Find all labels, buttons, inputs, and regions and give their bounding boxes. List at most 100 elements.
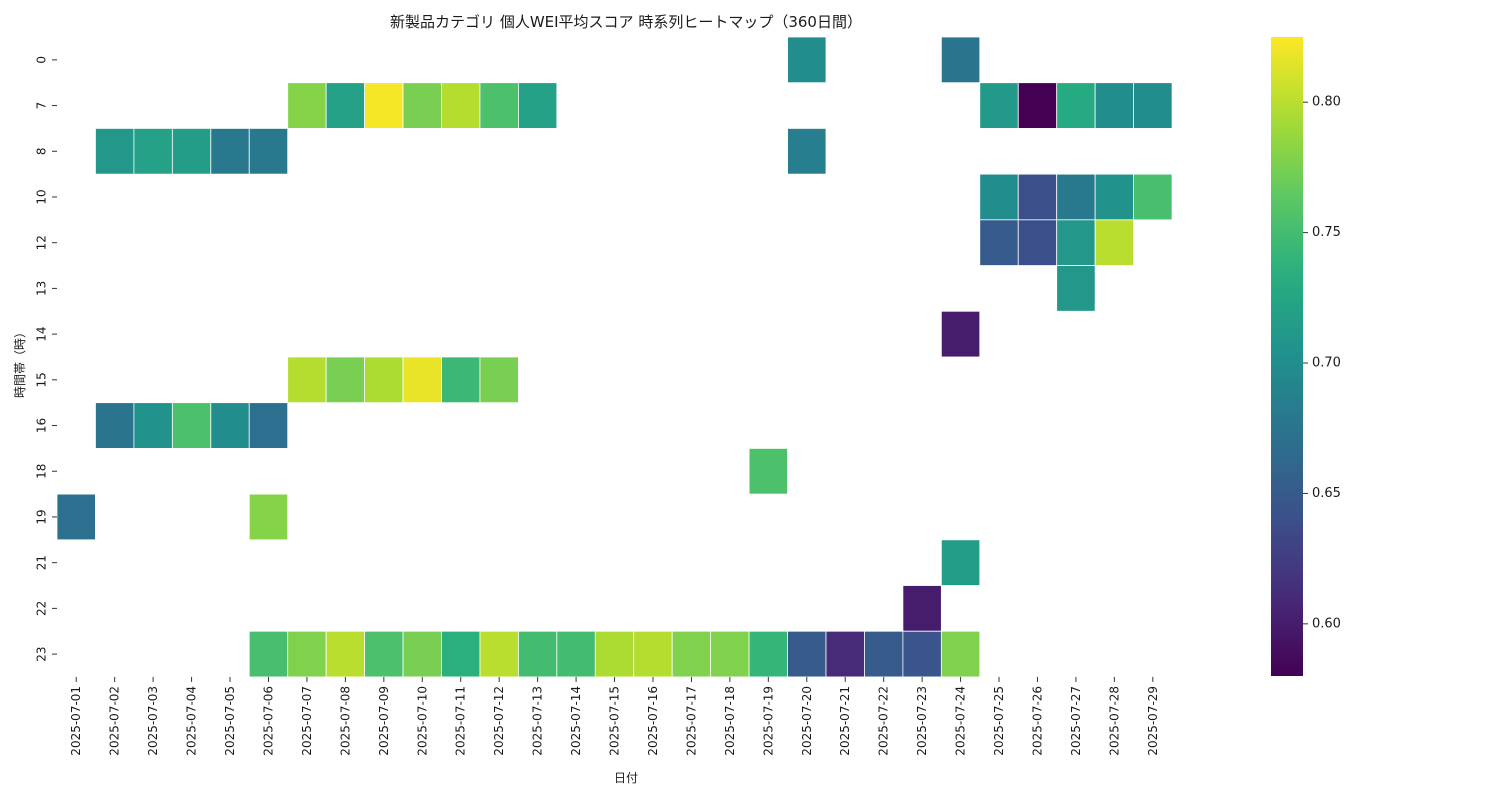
heatmap-cell <box>479 630 519 678</box>
x-axis: 2025-07-01 2025-07-02 2025-07-03 2025-07-04… <box>69 676 1160 756</box>
x-tick-label: 2025-07-12 <box>492 686 506 756</box>
colorbar-tick-label: 0.70 <box>1312 356 1341 371</box>
heatmap-cell <box>325 356 365 404</box>
x-tick-label: 2025-07-24 <box>954 686 968 756</box>
colorbar-tick-label: 0.80 <box>1312 95 1341 110</box>
y-tick-label: 21 <box>35 555 49 570</box>
y-tick-label: 7 <box>35 102 49 110</box>
heatmap-cell <box>825 630 865 678</box>
x-tick-label: 2025-07-22 <box>877 686 891 756</box>
heatmap-cell <box>1133 82 1173 129</box>
x-tick-label: 2025-07-16 <box>646 686 660 756</box>
heatmap-cell <box>518 82 558 129</box>
y-tick-label: 15 <box>35 372 49 387</box>
heatmap-cell <box>248 630 289 678</box>
heatmap-cell <box>710 630 750 678</box>
heatmap-cell <box>210 402 250 449</box>
heatmap-cell <box>479 82 519 129</box>
x-tick-label: 2025-07-26 <box>1030 686 1044 756</box>
heatmap-cell <box>1056 219 1096 266</box>
heatmap-cell <box>748 630 788 678</box>
heatmap-cell <box>518 630 558 678</box>
heatmap-cell <box>402 82 442 129</box>
x-tick-label: 2025-07-20 <box>800 686 814 756</box>
x-tick-label: 2025-07-25 <box>992 686 1006 756</box>
x-tick-label: 2025-07-28 <box>1107 686 1121 756</box>
x-tick-label: 2025-07-04 <box>185 686 199 756</box>
y-tick-label: 22 <box>35 601 49 616</box>
x-axis-label: 日付 <box>614 771 638 785</box>
heatmap-cell <box>56 493 96 541</box>
heatmap-cell <box>248 493 289 541</box>
x-tick-label: 2025-07-02 <box>108 686 122 756</box>
heatmap-cell <box>171 402 212 449</box>
y-tick-label: 13 <box>35 281 49 296</box>
heatmap-cell <box>133 402 173 449</box>
heatmap-cell <box>1017 219 1058 266</box>
heatmap-cell <box>402 630 442 678</box>
heatmap-cell <box>979 82 1019 129</box>
heatmap-cell <box>979 219 1019 266</box>
x-tick-label: 2025-07-18 <box>723 686 737 756</box>
heatmap-cell <box>364 356 404 404</box>
heatmap-cell <box>133 128 173 175</box>
heatmap-cell <box>1094 219 1135 266</box>
heatmap-cell <box>1056 82 1096 129</box>
heatmap-cell <box>441 630 481 678</box>
x-tick-label: 2025-07-17 <box>684 686 698 756</box>
x-tick-label: 2025-07-15 <box>608 686 622 756</box>
heatmap-cell <box>171 128 212 175</box>
heatmap-cell <box>95 402 135 449</box>
heatmap-cell <box>441 82 481 129</box>
y-tick-label: 14 <box>35 326 49 341</box>
heatmap-cell <box>1094 82 1135 129</box>
colorbar-tick-label: 0.65 <box>1312 486 1341 501</box>
y-axis: 0 7 8 10 12 13 14 15 16 18 19 21 22 23 <box>35 56 57 662</box>
x-tick-label: 2025-07-03 <box>146 686 160 756</box>
colorbar-tick-label: 0.75 <box>1312 225 1341 240</box>
heatmap-cell <box>441 356 481 404</box>
y-tick-label: 19 <box>35 509 49 524</box>
heatmap-cell <box>364 630 404 678</box>
colorbar-ticks: 0.60 0.65 0.70 0.75 0.80 <box>1303 95 1341 631</box>
heatmap-cell <box>479 356 519 404</box>
cells-group <box>56 36 1173 678</box>
heatmap-cell <box>364 82 404 129</box>
x-tick-label: 2025-07-14 <box>569 686 583 756</box>
heatmap-cell <box>1017 173 1058 221</box>
y-tick-label: 12 <box>35 235 49 250</box>
y-tick-label: 23 <box>35 646 49 661</box>
x-tick-label: 2025-07-08 <box>338 686 352 756</box>
heatmap-cell <box>287 356 327 404</box>
y-tick-label: 18 <box>35 464 49 479</box>
x-tick-label: 2025-07-11 <box>454 686 468 756</box>
heatmap-cell <box>748 447 788 495</box>
heatmap-cell <box>1056 265 1096 312</box>
y-tick-label: 0 <box>35 56 49 64</box>
heatmap-cell <box>210 128 250 175</box>
heatmap-cell <box>787 630 827 678</box>
heatmap-cell <box>787 36 827 84</box>
heatmap-cell <box>325 630 365 678</box>
heatmap-cell <box>248 128 289 175</box>
x-tick-label: 2025-07-09 <box>377 686 391 756</box>
heatmap-cell <box>787 128 827 175</box>
heatmap-cell <box>1133 173 1173 221</box>
heatmap-cell <box>1017 82 1058 129</box>
heatmap-cell <box>402 356 442 404</box>
colorbar-tick-label: 0.60 <box>1312 616 1341 631</box>
heatmap-cell <box>325 82 365 129</box>
heatmap-cell <box>287 630 327 678</box>
heatmap-cell <box>1094 173 1135 221</box>
x-tick-label: 2025-07-06 <box>261 686 275 756</box>
x-tick-label: 2025-07-21 <box>838 686 852 756</box>
heatmap-cell <box>979 173 1019 221</box>
heatmap-cell <box>940 630 981 678</box>
x-tick-label: 2025-07-19 <box>761 686 775 756</box>
y-axis-label: 時間帯（時） <box>13 326 27 398</box>
heatmap-cell <box>902 585 942 632</box>
chart-title: 新製品カテゴリ 個人WEI平均スコア 時系列ヒートマップ（360日間） <box>390 13 862 31</box>
heatmap-cell <box>556 630 596 678</box>
heatmap-cell <box>902 630 942 678</box>
